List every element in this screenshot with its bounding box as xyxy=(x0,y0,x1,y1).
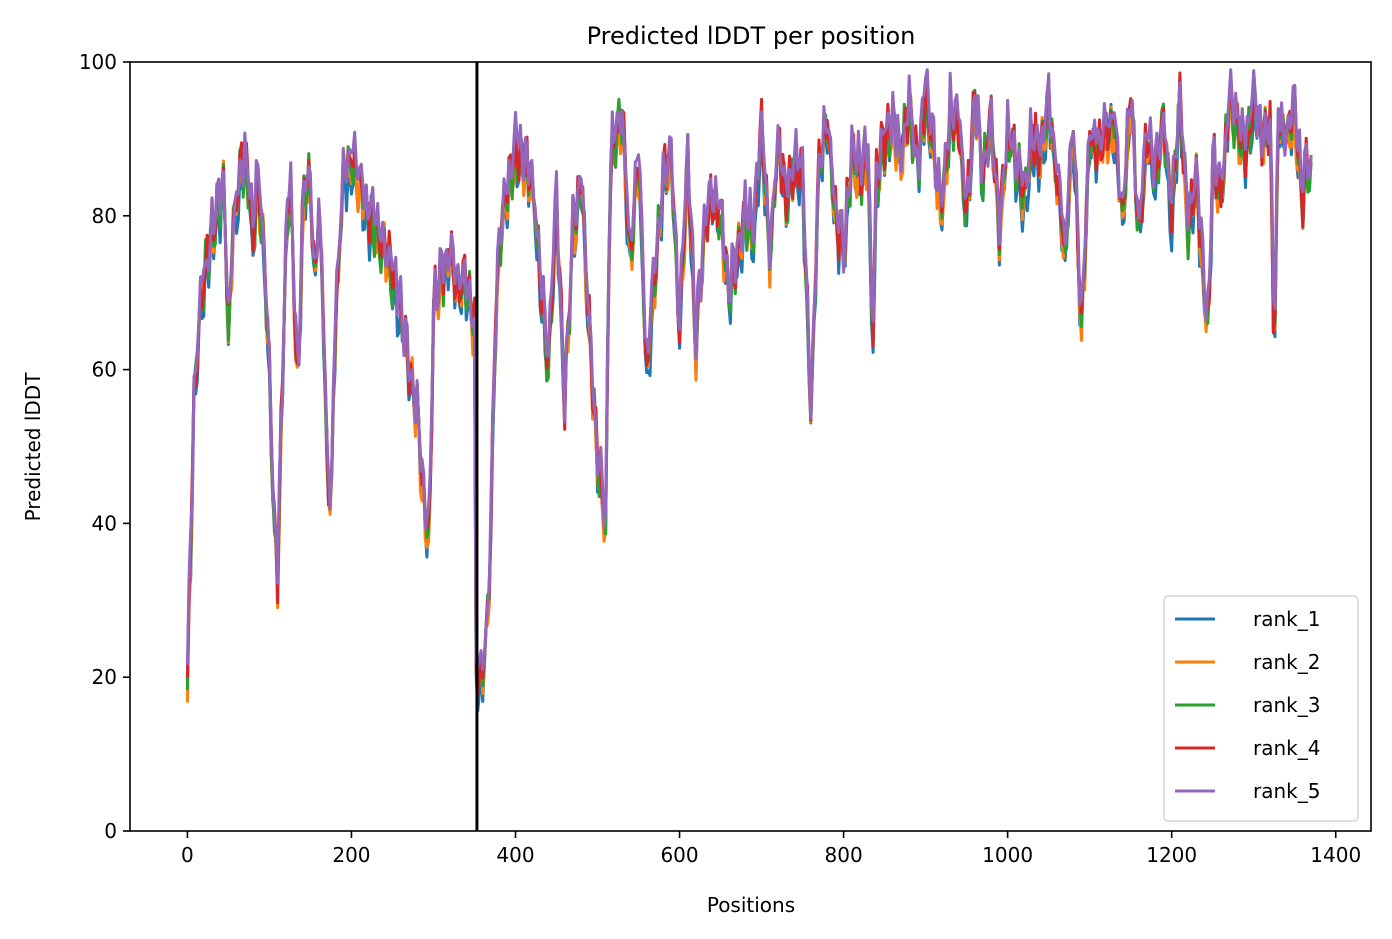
x-axis-title: Positions xyxy=(707,893,795,917)
chart-title: Predicted lDDT per position xyxy=(587,22,916,50)
y-tick-label: 80 xyxy=(92,204,117,228)
legend-label-rank_1: rank_1 xyxy=(1253,607,1320,631)
legend-label-rank_5: rank_5 xyxy=(1253,779,1320,803)
x-tick-label: 1400 xyxy=(1310,843,1361,867)
y-axis: 0 20 40 60 80 100 xyxy=(79,50,130,843)
x-tick-label: 1000 xyxy=(982,843,1033,867)
x-tick-label: 0 xyxy=(181,843,194,867)
x-tick-label: 1200 xyxy=(1146,843,1197,867)
x-tick-label: 600 xyxy=(660,843,698,867)
series-line-rank_5 xyxy=(185,68,1313,672)
series-lines xyxy=(185,68,1313,713)
legend-label-rank_3: rank_3 xyxy=(1253,693,1320,717)
y-tick-label: 0 xyxy=(104,819,117,843)
x-tick-label: 400 xyxy=(496,843,534,867)
y-axis-title: Predicted lDDT xyxy=(21,372,45,522)
legend-box xyxy=(1163,595,1359,822)
x-tick-label: 200 xyxy=(332,843,370,867)
legend-label-rank_4: rank_4 xyxy=(1253,736,1320,760)
legend-label-rank_2: rank_2 xyxy=(1253,650,1320,674)
legend: rank_1 rank_2 rank_3 rank_4 rank_5 xyxy=(1163,595,1359,822)
x-tick-label: 800 xyxy=(825,843,863,867)
y-tick-label: 20 xyxy=(92,665,117,689)
plot-frame xyxy=(129,61,1372,832)
y-tick-label: 100 xyxy=(79,50,117,74)
y-tick-label: 40 xyxy=(92,511,117,535)
x-axis: 0 200 400 600 800 1000 1200 1400 xyxy=(181,831,1361,867)
y-tick-label: 60 xyxy=(92,358,117,382)
